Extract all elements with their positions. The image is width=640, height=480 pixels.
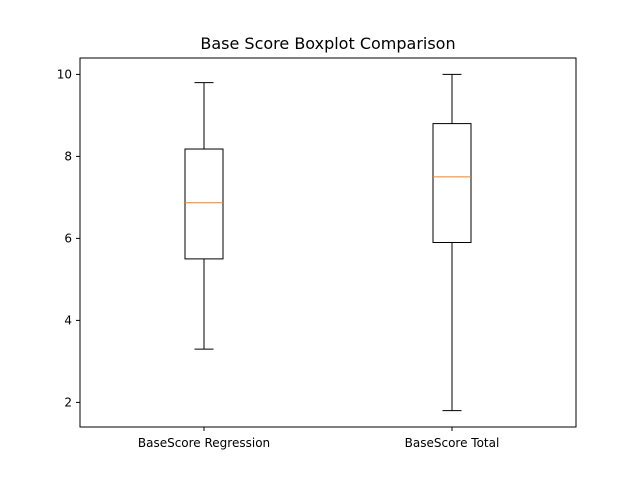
y-tick-label: 6 [64, 231, 72, 245]
x-axis: BaseScore Regression BaseScore Total [138, 427, 499, 450]
y-tick-label: 4 [64, 313, 72, 327]
x-tick-label: BaseScore Total [405, 436, 500, 450]
y-tick-label: 8 [64, 149, 72, 163]
box-group [184, 82, 224, 350]
y-axis: 2 4 6 8 10 [57, 67, 80, 409]
y-tick-label: 10 [57, 67, 72, 81]
iqr-box [432, 123, 472, 243]
y-tick-label: 2 [64, 395, 72, 409]
chart-title: Base Score Boxplot Comparison [200, 34, 455, 53]
axes-frame [79, 57, 577, 428]
plot-area [184, 73, 472, 412]
x-tick-label: BaseScore Regression [138, 436, 270, 450]
iqr-box [184, 148, 224, 260]
box-group [432, 73, 472, 412]
